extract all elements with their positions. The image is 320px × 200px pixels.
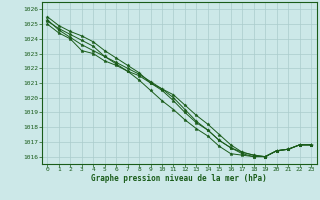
X-axis label: Graphe pression niveau de la mer (hPa): Graphe pression niveau de la mer (hPa) [91,174,267,183]
